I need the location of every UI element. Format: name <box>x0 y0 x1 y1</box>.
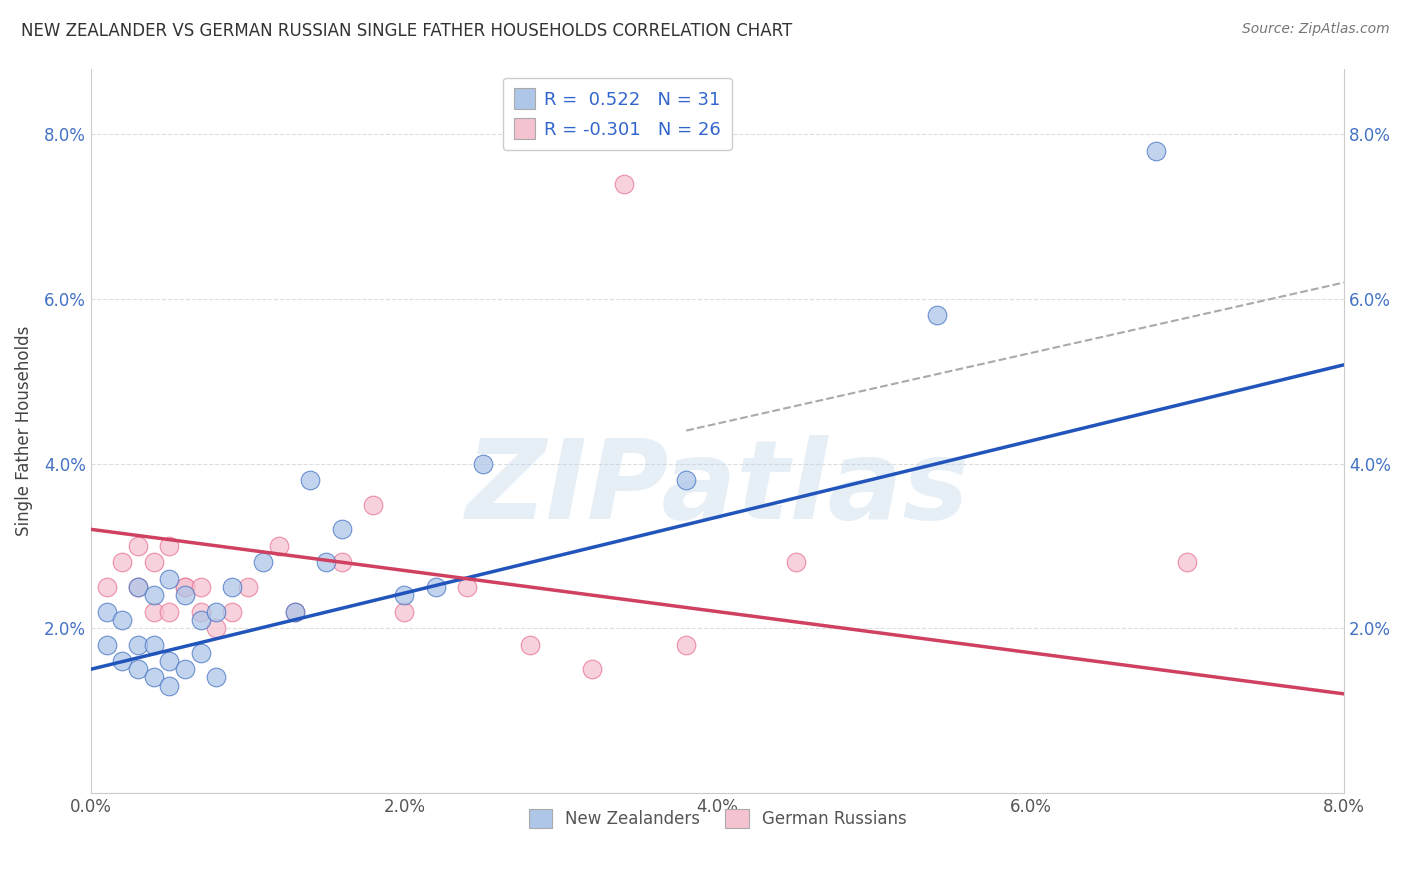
Point <box>456 580 478 594</box>
Point <box>1144 144 1167 158</box>
Point <box>174 580 197 594</box>
Point <box>157 679 180 693</box>
Point <box>111 555 134 569</box>
Point <box>221 580 243 594</box>
Point <box>127 580 149 594</box>
Point <box>190 646 212 660</box>
Point <box>205 621 228 635</box>
Point <box>174 662 197 676</box>
Point <box>284 605 307 619</box>
Point <box>330 522 353 536</box>
Point <box>96 580 118 594</box>
Point <box>157 605 180 619</box>
Point <box>519 638 541 652</box>
Point <box>925 309 948 323</box>
Point <box>675 473 697 487</box>
Point <box>142 638 165 652</box>
Point <box>236 580 259 594</box>
Point <box>425 580 447 594</box>
Point <box>96 605 118 619</box>
Point <box>190 605 212 619</box>
Point <box>157 539 180 553</box>
Point <box>190 613 212 627</box>
Point <box>330 555 353 569</box>
Point <box>190 580 212 594</box>
Legend: New Zealanders, German Russians: New Zealanders, German Russians <box>522 803 914 835</box>
Point <box>127 539 149 553</box>
Point <box>142 605 165 619</box>
Point <box>96 638 118 652</box>
Point <box>785 555 807 569</box>
Point <box>394 588 416 602</box>
Point <box>111 613 134 627</box>
Text: NEW ZEALANDER VS GERMAN RUSSIAN SINGLE FATHER HOUSEHOLDS CORRELATION CHART: NEW ZEALANDER VS GERMAN RUSSIAN SINGLE F… <box>21 22 793 40</box>
Point <box>142 555 165 569</box>
Point <box>267 539 290 553</box>
Point <box>675 638 697 652</box>
Point <box>174 580 197 594</box>
Point <box>315 555 337 569</box>
Point <box>127 638 149 652</box>
Point <box>581 662 603 676</box>
Point <box>157 654 180 668</box>
Point <box>1177 555 1199 569</box>
Point <box>394 605 416 619</box>
Point <box>174 588 197 602</box>
Point <box>157 572 180 586</box>
Point <box>142 588 165 602</box>
Point <box>252 555 274 569</box>
Point <box>613 177 636 191</box>
Point <box>361 498 384 512</box>
Point <box>111 654 134 668</box>
Text: ZIPatlas: ZIPatlas <box>465 435 969 542</box>
Point <box>127 580 149 594</box>
Point <box>205 670 228 684</box>
Point <box>299 473 322 487</box>
Point <box>205 605 228 619</box>
Point <box>127 662 149 676</box>
Y-axis label: Single Father Households: Single Father Households <box>15 326 32 536</box>
Text: Source: ZipAtlas.com: Source: ZipAtlas.com <box>1241 22 1389 37</box>
Point <box>221 605 243 619</box>
Point <box>284 605 307 619</box>
Point <box>142 670 165 684</box>
Point <box>471 457 494 471</box>
